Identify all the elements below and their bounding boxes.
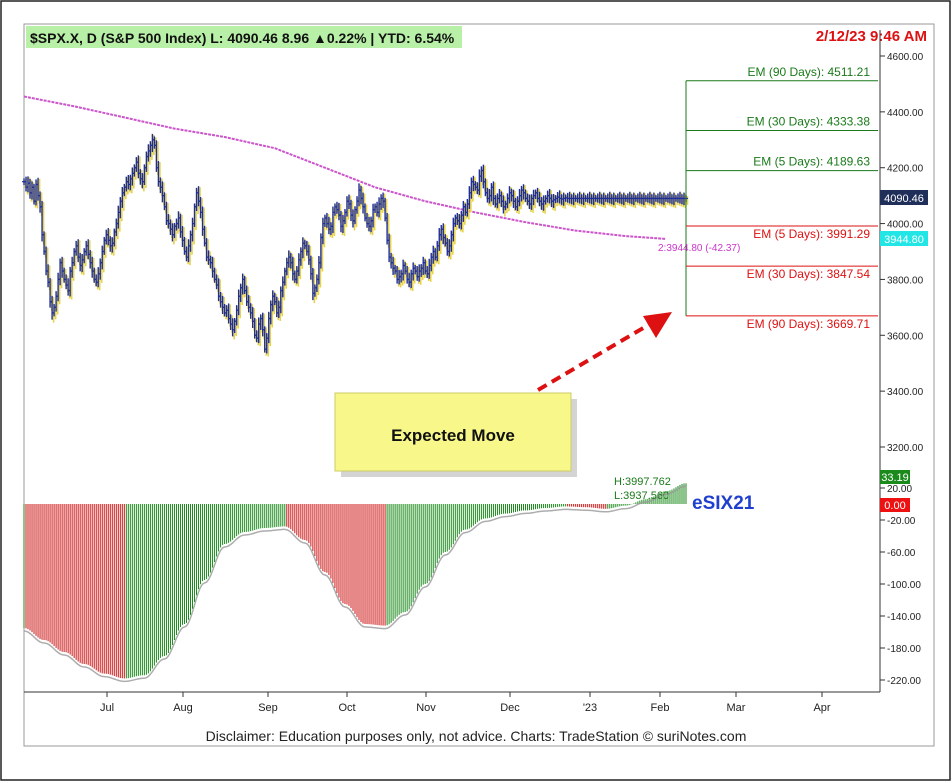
callout-text: Expected Move [391,426,515,445]
price-tick-label: 3200.00 [887,443,924,454]
indicator-tick-label: -140.00 [887,612,921,623]
indicator-tick-label: 20.00 [887,484,912,495]
esix-shadow-outline [23,485,687,683]
esix-title: eSIX21 [692,493,755,514]
header-bg [26,26,462,48]
em-level-label: EM (5 Days): 4189.63 [753,155,870,169]
esix-low: L:3937.560 [614,490,669,502]
ma-price-label: 3944.80 [884,234,924,246]
expected-move-arrow [536,312,672,392]
esix-zero-tag [880,498,910,512]
ma-line [23,95,666,240]
esix-zero-value: 0.00 [884,500,905,512]
indicator-axis-ticks: 20.00 -20.00 -60.00 -100.00 -140.00 -180.00 -2… [880,484,921,687]
x-tick-label: Nov [416,702,436,714]
price-tick-label: 4400.00 [887,108,924,119]
esix-histogram [23,483,687,683]
indicator-tick-label: -100.00 [887,580,921,591]
price-tick-label: 3800.00 [887,275,924,286]
price-bars [22,133,689,357]
x-tick-label: Aug [173,702,193,714]
x-axis-ticks: Jul Aug Sep Oct Nov Dec '23 Feb Mar Apr [100,692,831,714]
indicator-tick-label: -180.00 [887,644,921,655]
esix-current-value: 33.19 [881,472,909,484]
em-level-label: EM (90 Days): 3669.71 [747,317,871,331]
em-level-label: EM (90 Days): 4511.21 [747,65,870,79]
callout-box [334,392,572,472]
x-tick-label: '23 [583,702,597,714]
last-price-label: 4090.46 [884,193,924,205]
x-tick-label: Jul [100,702,114,714]
price-tick-label: 3600.00 [887,331,924,342]
x-tick-label: Oct [338,702,355,714]
indicator-tick-label: -220.00 [887,676,921,687]
em-level-label: EM (30 Days): 4333.38 [747,114,871,128]
inner-border [23,23,935,747]
expected-move-levels: EM (90 Days): 4511.21 EM (30 Days): 4333.… [685,65,878,331]
x-tick-label: Sep [258,702,278,714]
price-axis-ticks: 4600.00 4400.00 4200.00 4000.00 3800.00 3600.… [880,52,924,454]
price-tick-label: 4600.00 [887,52,924,63]
price-tick-label: 4200.00 [887,164,924,175]
callout: Expected Move [334,392,577,477]
indicator-tick-label: -60.00 [887,548,916,559]
indicator-tick-label: -20.00 [887,516,916,527]
x-tick-label: Apr [813,702,830,714]
ma-price-tag [880,231,928,246]
esix-current-tag [880,470,910,484]
x-tick-label: Dec [500,702,520,714]
price-tick-label: 3400.00 [887,387,924,398]
esix-high: H:3997.762 [614,476,671,488]
header-datetime: 2/12/23 9:46 AM [816,28,927,45]
em-level-label: EM (5 Days): 3991.29 [753,227,870,241]
x-tick-label: Mar [727,702,746,714]
em-level-label: EM (30 Days): 3847.54 [747,267,871,281]
ma-note: 2:3944.80 (-42.37) [658,243,740,254]
header-title: $SPX.X, D (S&P 500 Index) L: 4090.46 8.9… [30,30,455,46]
last-price-tag [880,190,928,205]
footer-disclaimer: Disclaimer: Education purposes only, not… [206,728,747,744]
x-tick-label: Feb [651,702,670,714]
price-tick-label: 4000.00 [887,220,924,231]
